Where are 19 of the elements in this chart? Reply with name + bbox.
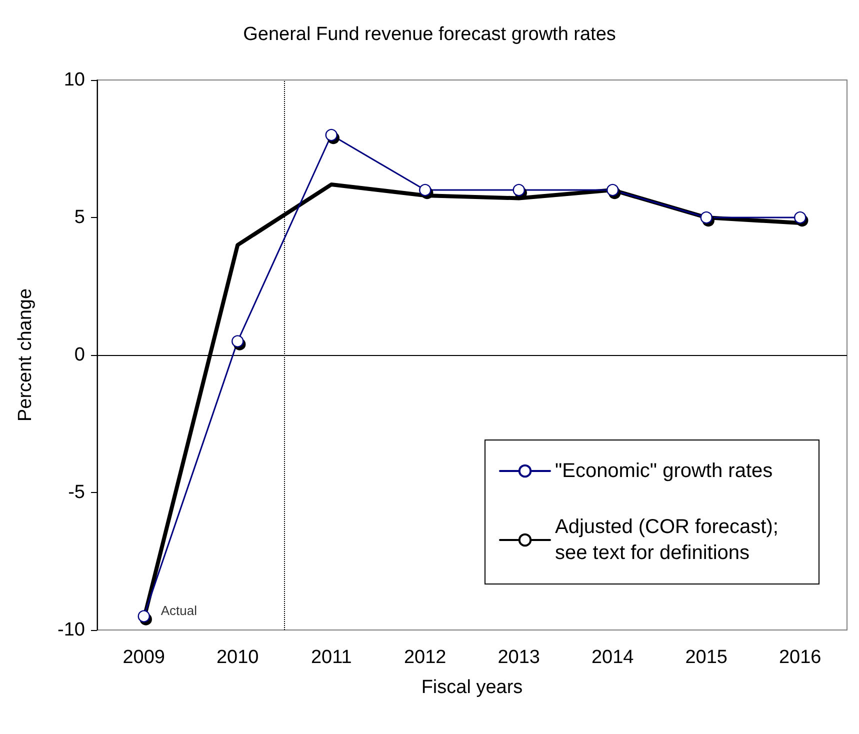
y-tick-label: 0 xyxy=(74,344,85,366)
y-axis-title: Percent change xyxy=(15,288,36,422)
x-tick-label: 2015 xyxy=(685,647,728,668)
legend-label: Adjusted (COR forecast); see text for definitions xyxy=(555,516,784,564)
chart-title: General Fund revenue forecast growth rates xyxy=(243,24,616,45)
y-tick-label: 5 xyxy=(74,207,85,228)
y-tick-label: -5 xyxy=(68,482,85,503)
x-tick-label: 2013 xyxy=(498,647,540,668)
y-tick-label: -10 xyxy=(58,620,85,640)
legend-label: "Economic" growth rates xyxy=(555,460,773,482)
x-tick-label: 2012 xyxy=(404,647,446,668)
y-tick-label: 10 xyxy=(64,70,85,90)
x-tick-label: 2010 xyxy=(216,647,259,668)
x-tick-label: 2009 xyxy=(122,647,166,668)
annotation: Actual xyxy=(160,602,198,618)
x-tick-label: 2011 xyxy=(310,647,352,668)
x-tick-label: 2016 xyxy=(778,647,822,668)
x-axis-title: Fiscal years xyxy=(421,677,523,698)
x-tick-label: 2014 xyxy=(591,647,634,668)
